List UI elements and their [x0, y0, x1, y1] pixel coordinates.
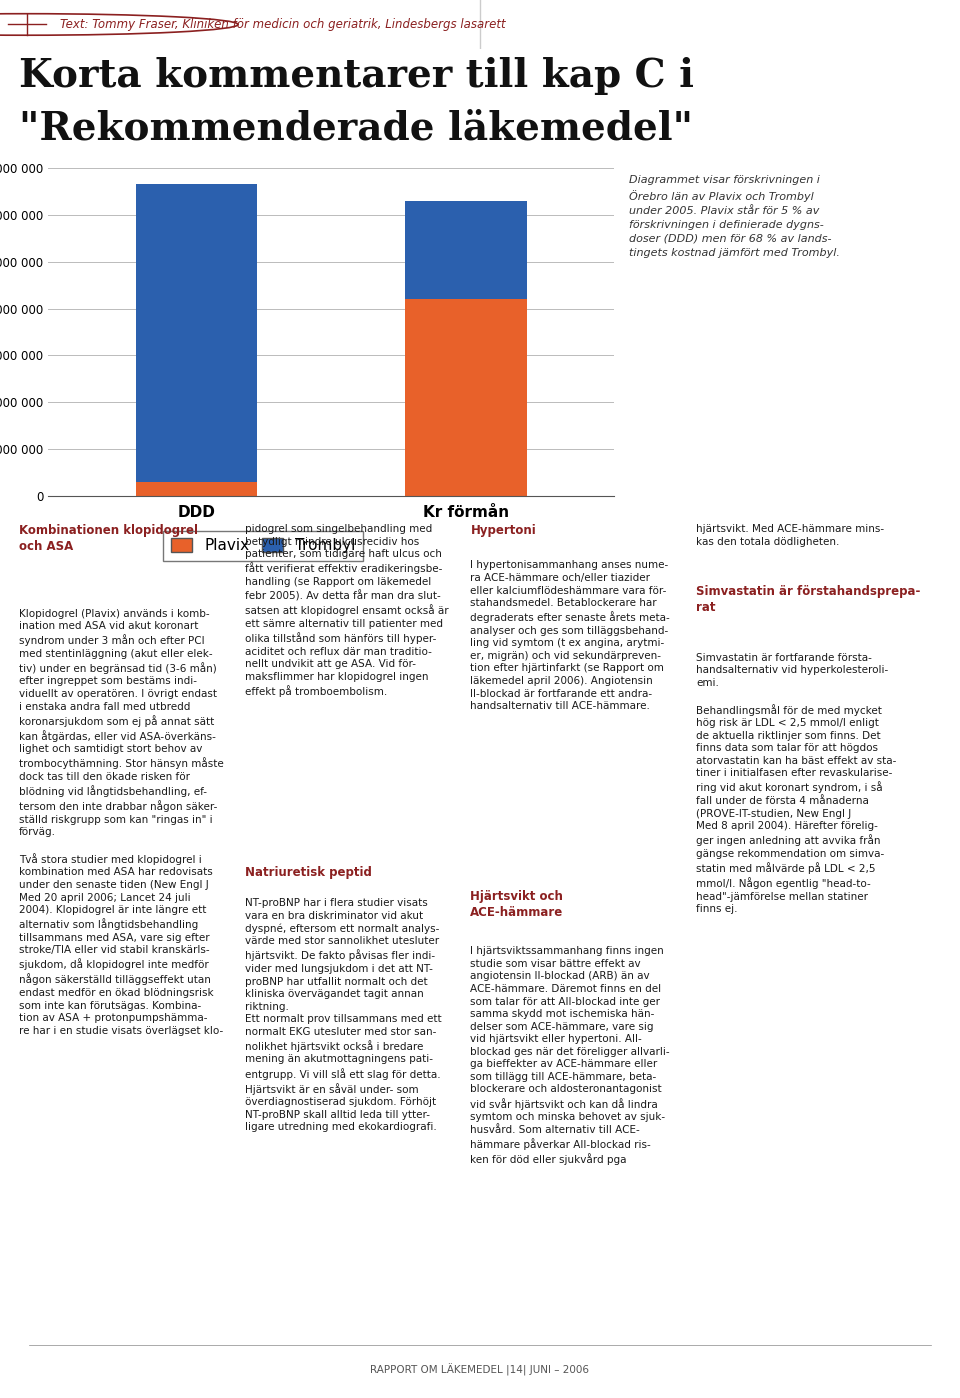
Legend: Plavix, Trombyl: Plavix, Trombyl — [163, 531, 363, 561]
Text: NT-proBNP har i flera studier visats
vara en bra diskriminator vid akut
dyspné, : NT-proBNP har i flera studier visats var… — [245, 898, 442, 1132]
Text: Hjärtsvikt och
ACE-hämmare: Hjärtsvikt och ACE-hämmare — [470, 891, 564, 918]
Text: Natriuretisk peptid: Natriuretisk peptid — [245, 865, 372, 879]
Text: I hjärtsviktssammanhang finns ingen
studie som visar bättre effekt av
angiotensi: I hjärtsviktssammanhang finns ingen stud… — [470, 946, 670, 1165]
Text: Simvastatin är förstahandsprepa-
rat: Simvastatin är förstahandsprepa- rat — [696, 584, 921, 614]
Bar — [405, 201, 527, 299]
Text: I hypertonisammanhang anses nume-
ra ACE-hämmare och/eller tiazider
eller kalciu: I hypertonisammanhang anses nume- ra ACE… — [470, 561, 670, 737]
Text: Kombinationen klopidogrel
och ASA: Kombinationen klopidogrel och ASA — [19, 524, 198, 554]
Text: pidogrel som singelbehandling med
betydligt mindre ulcusrecidiv hos
patienter, s: pidogrel som singelbehandling med betydl… — [245, 524, 448, 721]
Text: Simvastatin är fortfarande första-
handsalternativ vid hyperkolesteroli-
emi.

B: Simvastatin är fortfarande första- hands… — [696, 653, 897, 914]
Text: "Rekommenderade läkemedel": "Rekommenderade läkemedel" — [19, 109, 693, 147]
Bar — [135, 482, 257, 496]
Text: hjärtsvikt. Med ACE-hämmare mins-
kas den totala dödligheten.: hjärtsvikt. Med ACE-hämmare mins- kas de… — [696, 524, 884, 572]
Text: Diagrammet visar förskrivningen i
Örebro län av Plavix och Trombyl
under 2005. P: Diagrammet visar förskrivningen i Örebro… — [629, 175, 840, 257]
Text: Text: Tommy Fraser, Kliniken för medicin och geriatrik, Lindesbergs lasarett: Text: Tommy Fraser, Kliniken för medicin… — [60, 18, 506, 31]
Text: Hypertoni: Hypertoni — [470, 524, 536, 537]
Text: RAPPORT OM LÄKEMEDEL |14| JUNI – 2006: RAPPORT OM LÄKEMEDEL |14| JUNI – 2006 — [371, 1364, 589, 1376]
Bar — [135, 185, 257, 482]
Bar — [405, 299, 527, 496]
Text: Klopidogrel (Plavix) används i komb-
ination med ASA vid akut koronart
syndrom u: Klopidogrel (Plavix) används i komb- ina… — [19, 608, 224, 1036]
Text: Korta kommentarer till kap C i: Korta kommentarer till kap C i — [19, 57, 694, 95]
